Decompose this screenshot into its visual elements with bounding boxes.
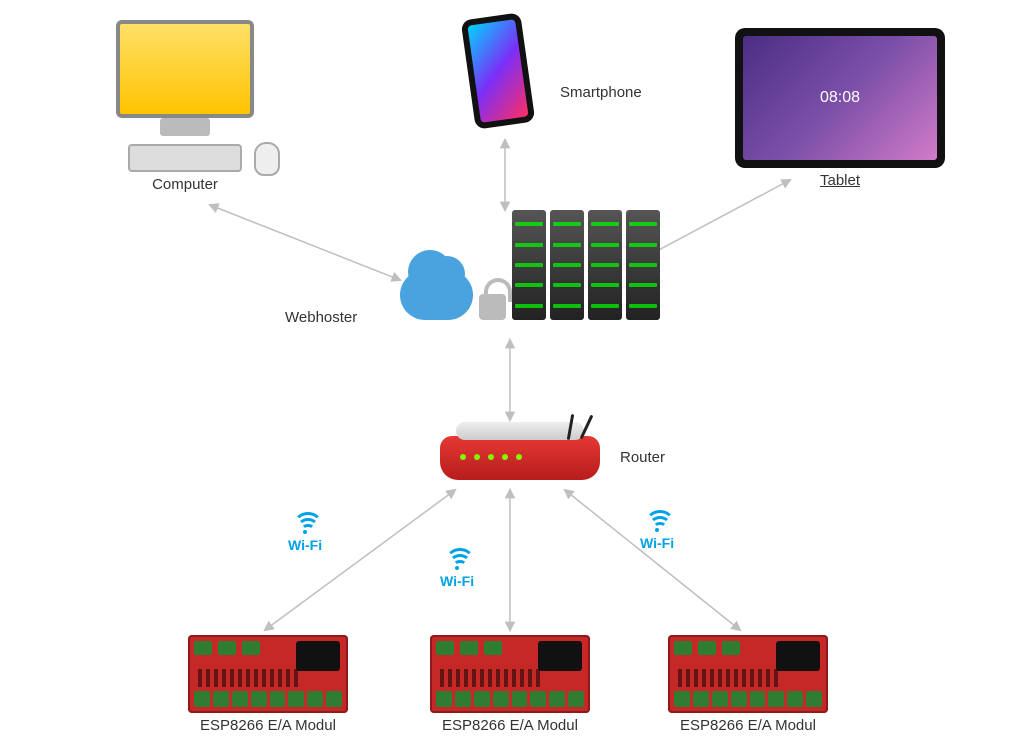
esp1-label: ESP8266 E/A Modul (178, 717, 358, 734)
node-esp1: ESP8266 E/A Modul (178, 635, 358, 734)
computer-mouse-icon (254, 142, 280, 176)
esp2-label: ESP8266 E/A Modul (420, 717, 600, 734)
esp3-label: ESP8266 E/A Modul (658, 717, 838, 734)
computer-monitor-icon (116, 20, 254, 118)
wifi-badge-3: Wi-Fi (640, 510, 674, 551)
diagram-canvas: Computer Smartphone 08:08 Tablet Webhost… (0, 0, 1024, 742)
router-icon (440, 436, 600, 480)
wifi-text: Wi-Fi (640, 535, 674, 551)
wifi-text: Wi-Fi (288, 537, 322, 553)
esp-board-icon (668, 635, 828, 713)
node-webhoster (400, 210, 660, 320)
computer-keyboard-icon (128, 144, 242, 172)
tablet-label: Tablet (720, 172, 960, 189)
lock-icon (479, 294, 506, 320)
esp-board-icon (188, 635, 348, 713)
wifi-icon (291, 512, 319, 534)
computer-label: Computer (100, 176, 270, 193)
node-esp3: ESP8266 E/A Modul (658, 635, 838, 734)
node-smartphone (458, 16, 538, 126)
wifi-text: Wi-Fi (440, 573, 474, 589)
esp-board-icon (430, 635, 590, 713)
wifi-badge-2: Wi-Fi (440, 548, 474, 589)
node-computer: Computer (100, 20, 270, 193)
wifi-icon (643, 510, 671, 532)
servers-icon (512, 210, 660, 320)
node-tablet: 08:08 Tablet (720, 28, 960, 189)
webhoster-label: Webhoster (285, 309, 357, 326)
wifi-icon (443, 548, 471, 570)
cloud-icon (400, 270, 473, 320)
node-esp2: ESP8266 E/A Modul (420, 635, 600, 734)
smartphone-icon (461, 12, 536, 129)
router-label: Router (620, 449, 665, 466)
node-router (430, 436, 610, 480)
wifi-badge-1: Wi-Fi (288, 512, 322, 553)
tablet-clock: 08:08 (820, 89, 860, 107)
smartphone-label: Smartphone (560, 84, 642, 101)
tablet-icon: 08:08 (735, 28, 945, 168)
